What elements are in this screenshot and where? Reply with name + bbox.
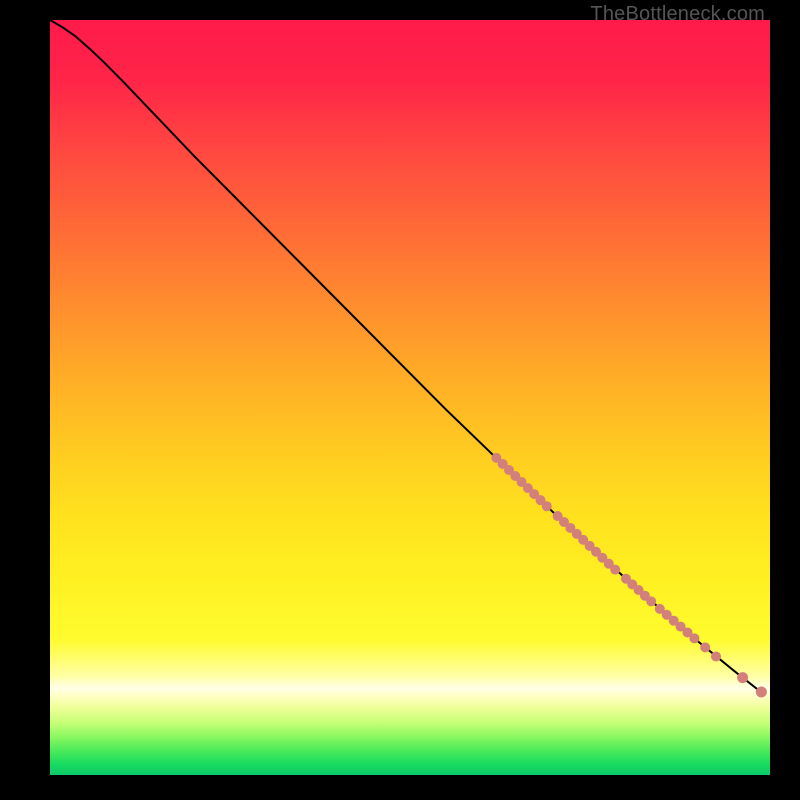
curve-line [50,20,763,693]
data-marker [689,633,699,643]
chart-svg-layer [50,20,770,775]
data-marker [610,565,620,575]
data-marker [756,686,767,697]
watermark-text: TheBottleneck.com [590,3,765,26]
data-marker [542,501,552,511]
data-marker [737,672,748,683]
data-marker [700,642,710,652]
data-marker [646,596,656,606]
data-marker [711,651,721,661]
